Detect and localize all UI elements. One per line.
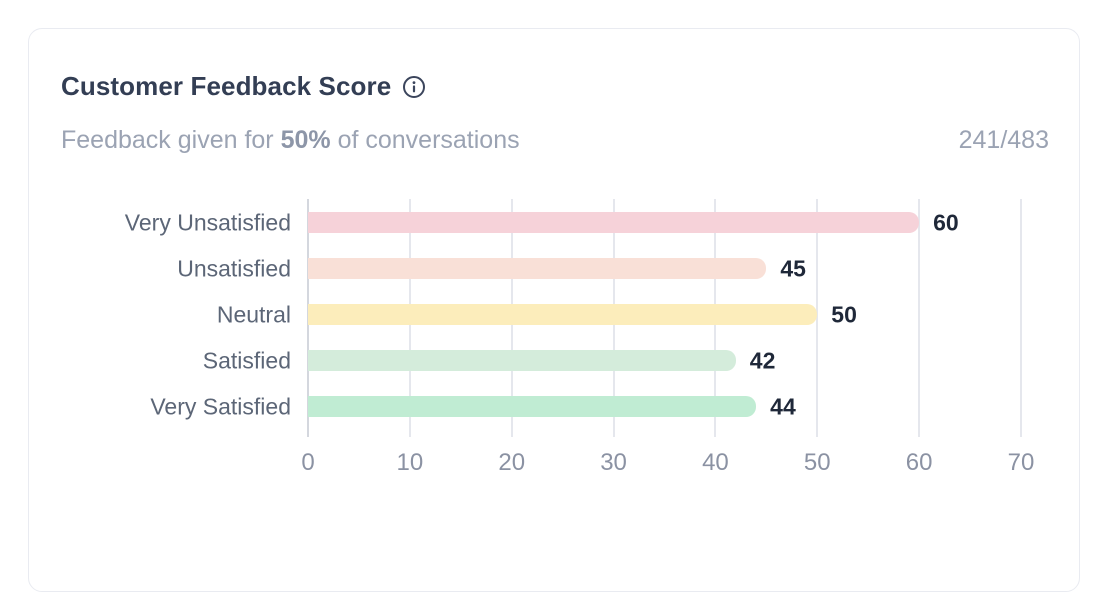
x-tick-label-20: 20 xyxy=(498,449,526,476)
x-tick-label-50: 50 xyxy=(803,449,831,476)
value-label-very-satisfied: 44 xyxy=(770,393,796,419)
customer-feedback-score-card: Customer Feedback Score Feedback given f… xyxy=(28,28,1080,592)
gridline-x-50 xyxy=(816,199,819,437)
category-label-very-unsatisfied: Very Unsatisfied xyxy=(124,209,291,235)
category-label-very-satisfied: Very Satisfied xyxy=(150,393,291,419)
category-label-unsatisfied: Unsatisfied xyxy=(177,255,291,281)
subtitle-suffix: of conversations xyxy=(330,126,520,154)
x-tick-label-70: 70 xyxy=(1007,449,1035,476)
x-tick-label-60: 60 xyxy=(905,449,933,476)
gridline-x-60 xyxy=(918,199,921,437)
gridline-x-70 xyxy=(1020,199,1022,437)
value-label-satisfied: 42 xyxy=(749,347,776,373)
subtitle-percentage: 50% xyxy=(280,126,331,154)
x-tick-label-10: 10 xyxy=(396,449,424,476)
bar-very-unsatisfied xyxy=(308,212,920,233)
card-subheader: Feedback given for 50% of conversations … xyxy=(61,126,1049,155)
category-label-neutral: Neutral xyxy=(216,301,291,327)
card-title: Customer Feedback Score xyxy=(61,71,392,101)
info-circle-icon[interactable] xyxy=(402,75,426,99)
category-label-satisfied: Satisfied xyxy=(202,347,291,373)
bar-unsatisfied xyxy=(308,258,767,279)
subtitle-prefix: Feedback given for xyxy=(61,126,281,154)
feedback-count: 241/483 xyxy=(958,126,1049,154)
x-tick-label-0: 0 xyxy=(301,449,315,476)
card-header: Customer Feedback Score xyxy=(61,71,426,102)
bar-very-satisfied xyxy=(308,396,757,417)
value-label-very-unsatisfied: 60 xyxy=(933,209,959,235)
x-tick-label-30: 30 xyxy=(600,449,627,476)
value-label-neutral: 50 xyxy=(831,301,857,327)
bar-neutral xyxy=(308,304,818,325)
subtitle-text: Feedback given for 50% of conversations xyxy=(61,126,520,155)
feedback-bar-chart: 0 10 20 30 40 50 60 70 Very Unsatisfied 60 Unsatis… xyxy=(125,199,1034,476)
value-label-unsatisfied: 45 xyxy=(780,255,806,281)
x-tick-label-40: 40 xyxy=(702,449,729,476)
bar-satisfied xyxy=(308,350,736,371)
